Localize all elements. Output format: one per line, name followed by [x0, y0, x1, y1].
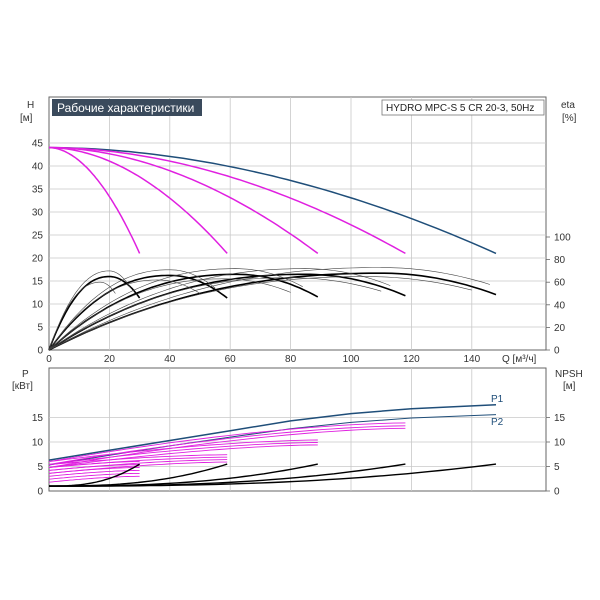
x-tick-label: 60 [225, 354, 237, 365]
efficiency-curve [48, 269, 216, 351]
efficiency-curve [48, 272, 497, 351]
efficiency-curve [48, 267, 490, 351]
max-head-curve [49, 146, 497, 255]
efficiency-curve [48, 275, 141, 351]
head-tick-label: 15 [32, 277, 44, 288]
efficiency-curve [48, 273, 319, 351]
npsh-tick-label: 5 [554, 462, 560, 473]
power-curve [48, 444, 318, 468]
pump-head-curve [49, 146, 228, 254]
x-tick-label: 100 [343, 354, 360, 365]
head-efficiency-chart: 0 20 40 60 80 100 120 140 0 5 10 15 20 25 30 35 40 45 0 20 4… [20, 96, 577, 366]
top-curves [48, 146, 497, 351]
head-tick-label: 25 [32, 231, 44, 242]
efficiency-curve [48, 270, 131, 351]
efficiency-curve [48, 268, 303, 351]
head-tick-label: 5 [37, 323, 43, 334]
eta-tick-label: 60 [554, 278, 566, 289]
p2-series-label: P2 [491, 417, 504, 428]
x-tick-label: 140 [463, 354, 480, 365]
npsh-tick-label: 0 [554, 487, 560, 498]
eta-tick-label: 100 [554, 233, 571, 244]
npsh-axis-unit: [м] [563, 381, 576, 392]
power-tick-label: 15 [32, 413, 44, 424]
power-axis-unit: [кВт] [12, 381, 33, 392]
top-grid [49, 97, 546, 350]
bottom-curves [48, 404, 497, 487]
efficiency-curve [48, 268, 391, 351]
chart-title: Рабочие характеристики [57, 101, 194, 115]
head-axis-label: H [27, 100, 34, 111]
model-label-box [381, 99, 545, 116]
head-tick-label: 40 [32, 162, 44, 173]
p1-series-label: P1 [491, 394, 504, 405]
x-tick-label: 120 [403, 354, 420, 365]
efficiency-curve [48, 278, 291, 351]
p2-curve [48, 414, 497, 466]
eta-tick-label: 0 [554, 346, 560, 357]
eta-axis-unit: [%] [562, 113, 577, 124]
eta-tick-label: 80 [554, 255, 566, 266]
x-tick-label: 0 [46, 354, 52, 365]
p1-curve [48, 404, 497, 461]
power-curve [48, 456, 228, 468]
efficiency-curve [48, 274, 228, 351]
power-curve [48, 472, 140, 480]
x-tick-label: 20 [104, 354, 116, 365]
head-tick-label: 20 [32, 254, 44, 265]
power-curve [48, 442, 318, 465]
npsh-tick-label: 10 [554, 438, 566, 449]
pump-head-curve [49, 146, 406, 255]
power-curve [48, 475, 140, 483]
flow-axis-label: Q [м³/ч] [502, 354, 537, 365]
power-tick-label: 10 [32, 438, 44, 449]
head-tick-label: 10 [32, 300, 44, 311]
power-curve [48, 422, 406, 463]
power-axis-label: P [22, 369, 29, 380]
efficiency-curve [48, 279, 201, 351]
head-tick-label: 45 [32, 139, 44, 150]
x-tick-label: 80 [285, 354, 297, 365]
npsh-tick-label: 15 [554, 413, 566, 424]
npsh-curve [49, 463, 497, 487]
power-curve [48, 469, 140, 477]
efficiency-curve [48, 277, 382, 351]
pump-head-curve [49, 146, 319, 255]
efficiency-curve [48, 276, 472, 351]
top-plot-frame [48, 96, 547, 351]
head-tick-label: 35 [32, 185, 44, 196]
head-tick-label: 30 [32, 208, 44, 219]
power-curve [48, 439, 318, 463]
top-ticks: 0 20 40 60 80 100 120 140 0 5 10 15 20 25 30 35 40 45 0 20 4… [32, 139, 571, 366]
power-npsh-chart: 0 5 10 15 0 5 10 15 P [кВт] NPSH [м] P1 P2 [12, 367, 583, 498]
npsh-axis-label: NPSH [555, 369, 583, 380]
head-axis-unit: [м] [20, 113, 33, 124]
efficiency-curve [48, 281, 116, 351]
head-tick-label: 0 [37, 346, 43, 357]
pump-head-curve [49, 146, 141, 254]
power-curve [48, 427, 406, 468]
power-curve [48, 459, 228, 471]
eta-tick-label: 40 [554, 300, 566, 311]
eta-tick-label: 20 [554, 323, 566, 334]
power-curve [48, 425, 406, 465]
bottom-plot-frame [48, 367, 547, 492]
model-label: HYDRO MPC-S 5 CR 20-3, 50Hz [386, 103, 534, 114]
power-tick-label: 5 [37, 462, 43, 473]
bottom-ticks: 0 5 10 15 0 5 10 15 [32, 413, 566, 498]
efficiency-curve [48, 273, 406, 351]
x-tick-label: 40 [164, 354, 176, 365]
power-tick-label: 0 [37, 487, 43, 498]
eta-axis-label: eta [561, 100, 575, 111]
chart-title-box [52, 99, 202, 116]
